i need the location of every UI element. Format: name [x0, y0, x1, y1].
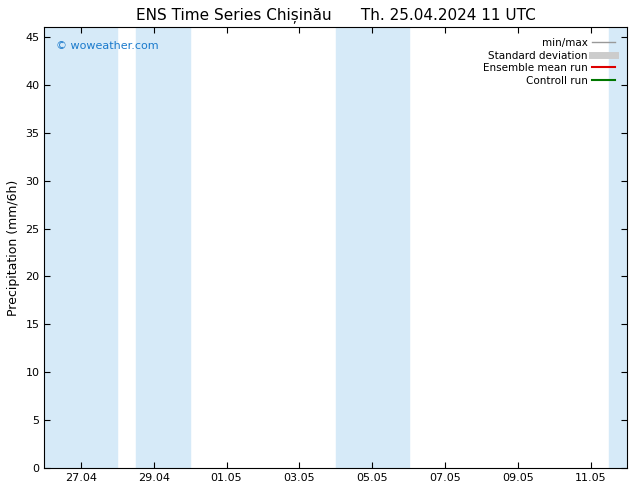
Legend: min/max, Standard deviation, Ensemble mean run, Controll run: min/max, Standard deviation, Ensemble me…: [479, 34, 619, 90]
Bar: [136, 27, 190, 468]
Bar: [609, 27, 627, 468]
Bar: [44, 27, 117, 468]
Bar: [336, 27, 408, 468]
Y-axis label: Precipitation (mm/6h): Precipitation (mm/6h): [7, 180, 20, 316]
Text: © woweather.com: © woweather.com: [56, 41, 158, 50]
Title: ENS Time Series Chișinău      Th. 25.04.2024 11 UTC: ENS Time Series Chișinău Th. 25.04.2024 …: [136, 7, 536, 23]
